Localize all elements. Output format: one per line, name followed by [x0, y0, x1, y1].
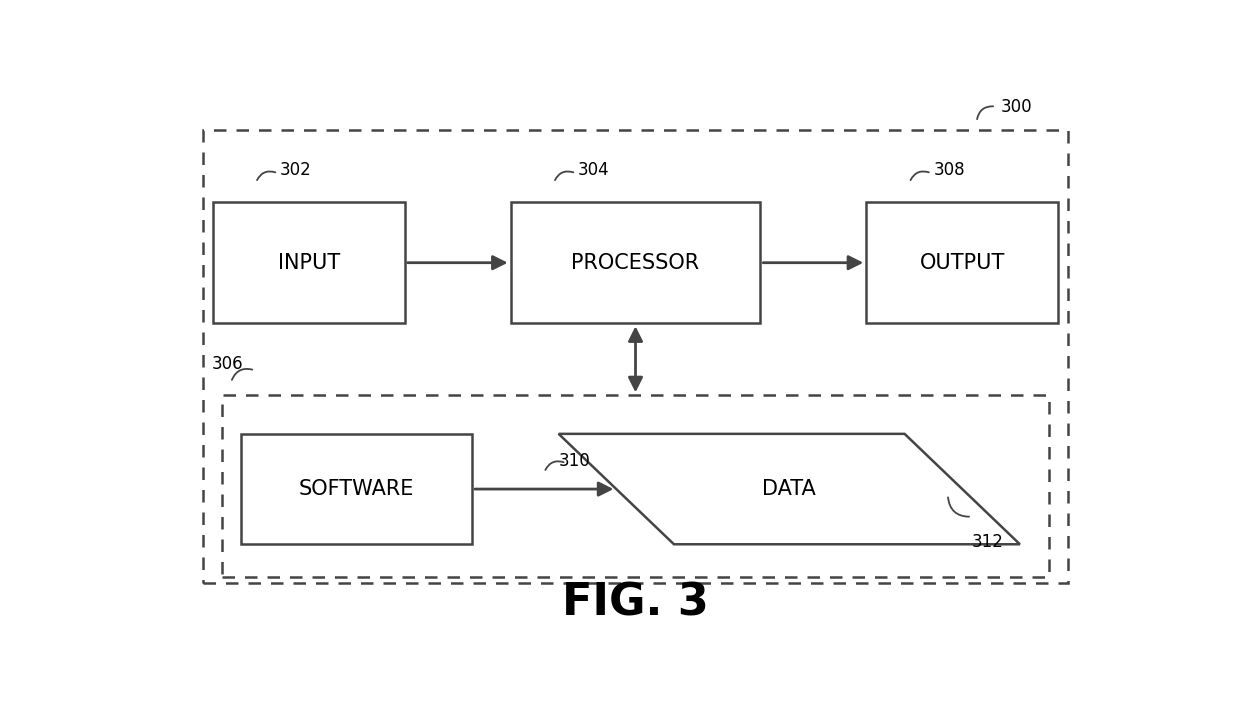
Text: 308: 308	[934, 161, 965, 179]
Bar	[213, 202, 404, 323]
Text: FIG. 3: FIG. 3	[562, 581, 709, 625]
Text: DATA: DATA	[763, 479, 816, 499]
Text: OUTPUT: OUTPUT	[920, 252, 1004, 272]
Bar	[866, 202, 1058, 323]
Text: INPUT: INPUT	[278, 252, 340, 272]
Bar	[222, 395, 1049, 577]
Text: 304: 304	[578, 161, 610, 179]
Polygon shape	[558, 434, 1019, 544]
Text: SOFTWARE: SOFTWARE	[299, 479, 414, 499]
Text: 310: 310	[558, 452, 590, 470]
Text: 300: 300	[1001, 98, 1033, 116]
Text: 302: 302	[280, 161, 311, 179]
Bar	[511, 202, 760, 323]
Text: PROCESSOR: PROCESSOR	[572, 252, 699, 272]
Bar	[242, 434, 472, 544]
Text: 306: 306	[212, 355, 243, 373]
Text: 312: 312	[972, 533, 1003, 551]
Bar	[203, 130, 1068, 583]
